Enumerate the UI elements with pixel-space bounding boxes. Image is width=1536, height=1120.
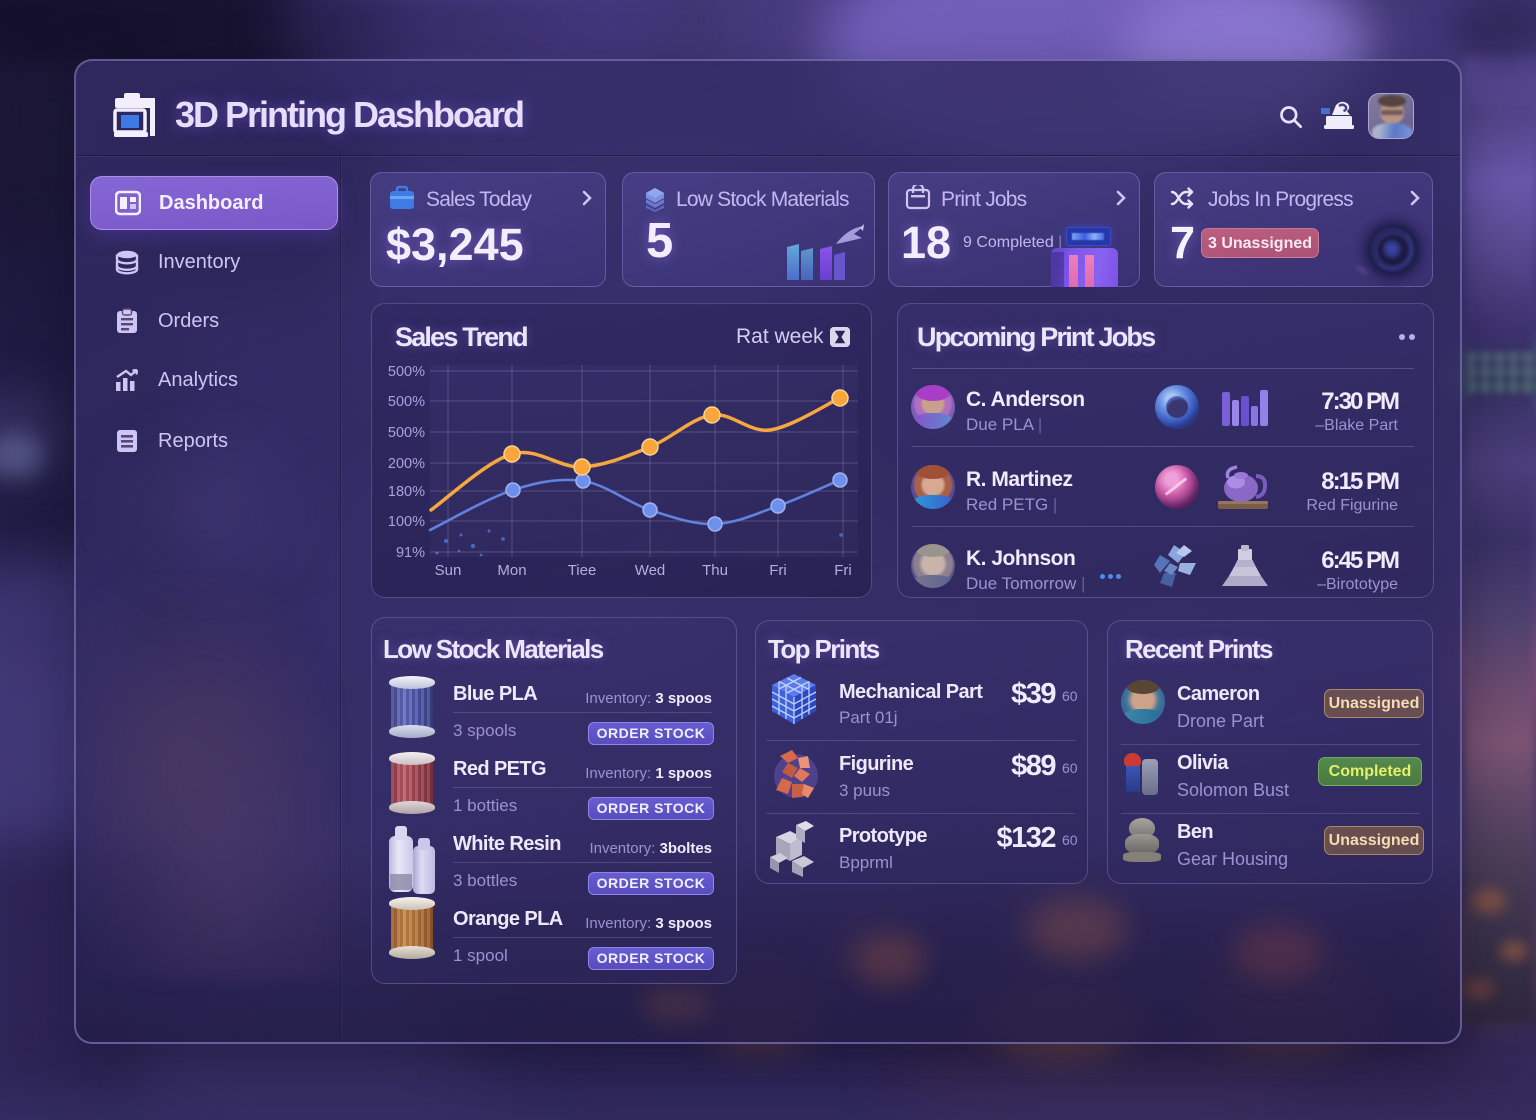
- svg-text:Fri: Fri: [769, 562, 787, 579]
- svg-text:Mon: Mon: [497, 562, 526, 579]
- svg-text:Fri: Fri: [834, 562, 852, 579]
- svg-text:Tiee: Tiee: [568, 562, 597, 579]
- svg-text:Wed: Wed: [635, 562, 666, 579]
- svg-text:Thu: Thu: [702, 562, 728, 579]
- svg-text:Sun: Sun: [435, 562, 462, 579]
- svg-text:200%: 200%: [388, 456, 425, 472]
- svg-text:500%: 500%: [388, 425, 425, 441]
- svg-text:180%: 180%: [388, 484, 425, 500]
- svg-text:500%: 500%: [388, 364, 425, 380]
- svg-text:100%: 100%: [388, 514, 425, 530]
- svg-text:91%: 91%: [396, 545, 425, 561]
- svg-text:500%: 500%: [388, 394, 425, 410]
